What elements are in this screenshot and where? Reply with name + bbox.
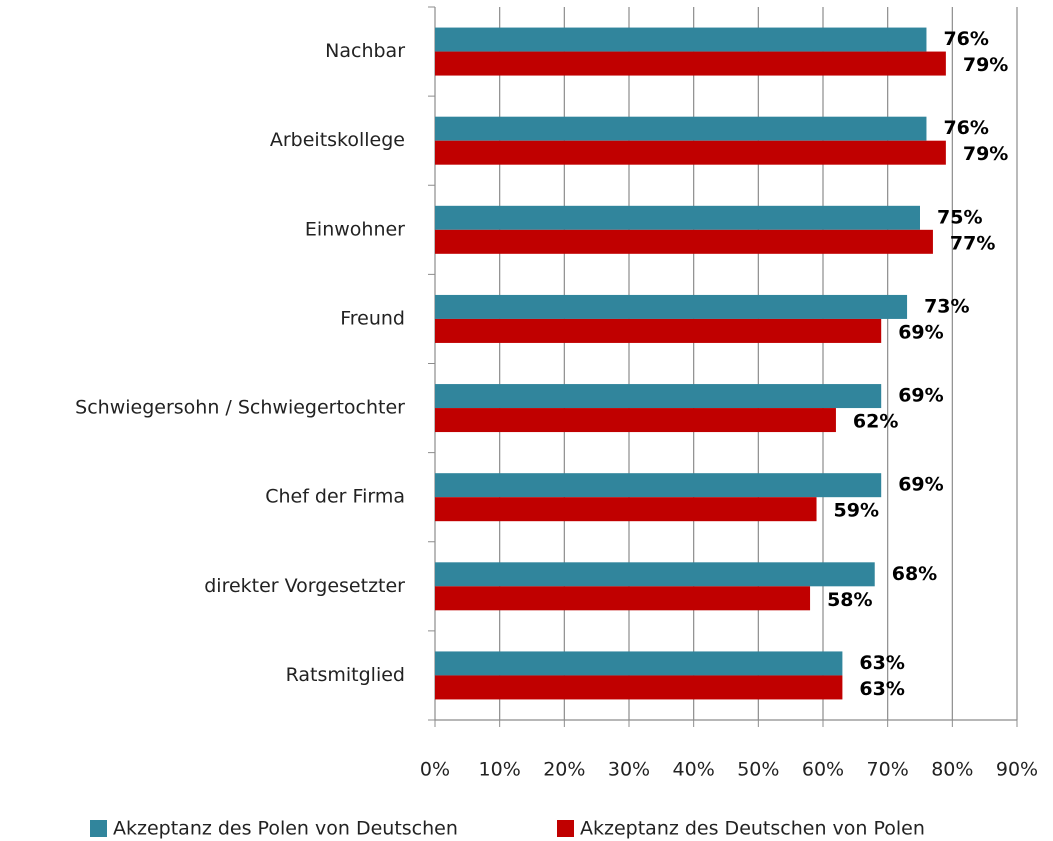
legend-swatch — [90, 820, 107, 837]
y-tick-label: direkter Vorgesetzter — [204, 575, 405, 597]
y-tick-label: Schwiegersohn / Schwiegertochter — [75, 397, 405, 419]
value-label: 69% — [898, 385, 943, 407]
legend-swatch — [557, 820, 574, 837]
value-label: 76% — [943, 117, 988, 139]
value-label: 63% — [859, 652, 904, 674]
y-tick-label: Nachbar — [325, 40, 405, 62]
value-label: 77% — [950, 232, 995, 254]
value-label: 75% — [937, 206, 982, 228]
y-tick-label: Arbeitskollege — [270, 129, 405, 151]
value-label: 79% — [963, 54, 1008, 76]
x-tick-label: 70% — [867, 759, 909, 781]
bar — [435, 675, 843, 700]
x-tick-label: 50% — [737, 759, 779, 781]
bar — [435, 140, 946, 165]
bar — [435, 497, 817, 522]
bar — [435, 318, 882, 343]
value-label: 58% — [827, 589, 872, 611]
bar — [435, 27, 927, 52]
y-tick-label: Ratsmitglied — [286, 664, 405, 686]
value-label: 59% — [834, 500, 879, 522]
x-tick-label: 40% — [673, 759, 715, 781]
value-label: 62% — [853, 411, 898, 433]
bar — [435, 473, 882, 498]
legend-label: Akzeptanz des Deutschen von Polen — [580, 818, 925, 840]
x-tick-label: 90% — [996, 759, 1038, 781]
x-tick-label: 20% — [543, 759, 585, 781]
y-tick-label: Freund — [340, 307, 405, 329]
y-tick-label: Einwohner — [305, 218, 405, 240]
value-label: 69% — [898, 321, 943, 343]
bar — [435, 229, 933, 254]
bar — [435, 408, 836, 433]
legend-label: Akzeptanz des Polen von Deutschen — [113, 818, 458, 840]
value-label: 79% — [963, 143, 1008, 165]
x-tick-label: 60% — [802, 759, 844, 781]
x-tick-label: 0% — [420, 759, 450, 781]
bar — [435, 384, 882, 409]
value-label: 69% — [898, 474, 943, 496]
bar — [435, 294, 908, 319]
value-label: 76% — [943, 28, 988, 50]
bar — [435, 562, 875, 587]
bar — [435, 51, 946, 76]
y-tick-label: Chef der Firma — [265, 486, 405, 508]
x-tick-label: 30% — [608, 759, 650, 781]
x-tick-label: 10% — [479, 759, 521, 781]
value-label: 68% — [892, 563, 937, 585]
bar — [435, 586, 811, 611]
x-tick-label: 80% — [931, 759, 973, 781]
bar — [435, 116, 927, 141]
value-label: 73% — [924, 295, 969, 317]
bar — [435, 651, 843, 676]
value-label: 63% — [859, 678, 904, 700]
bar — [435, 205, 920, 230]
